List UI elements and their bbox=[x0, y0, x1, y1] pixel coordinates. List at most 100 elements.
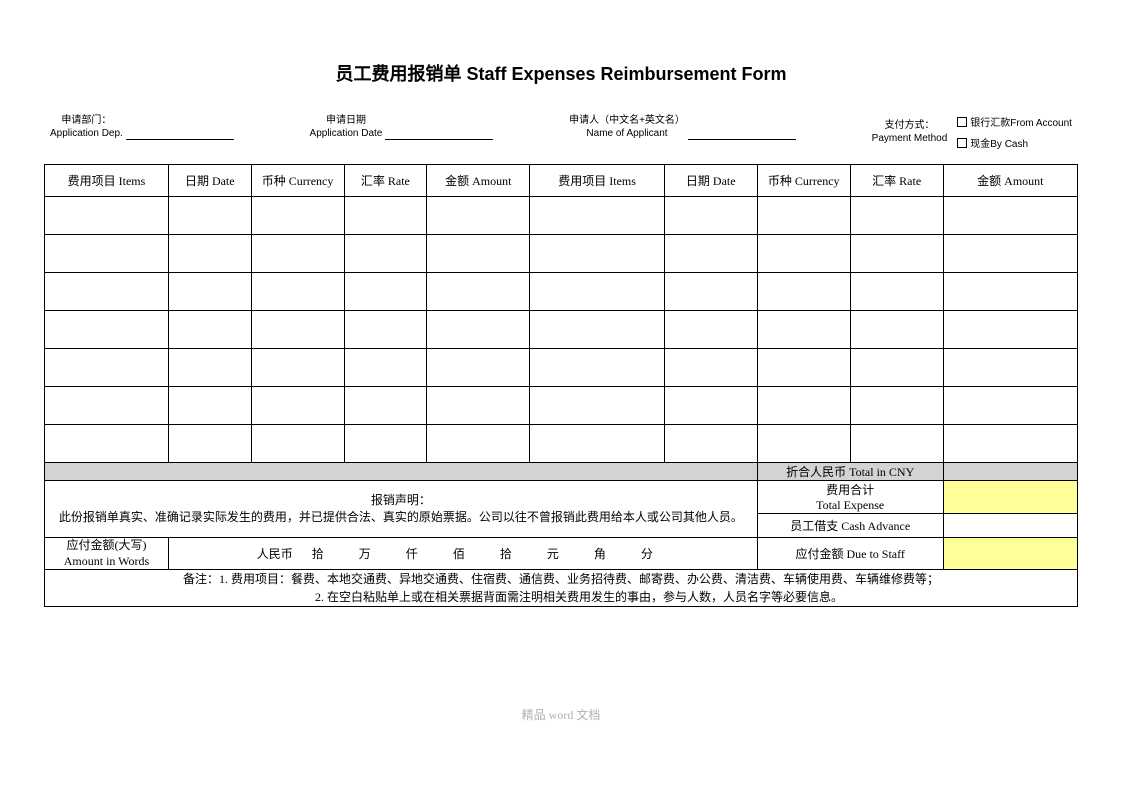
field-date: 申请日期 Application Date bbox=[310, 114, 383, 140]
dept-input[interactable] bbox=[126, 126, 234, 140]
amount-words-value[interactable]: 人民币 拾 万 仟 佰 拾 元 角 分 bbox=[168, 538, 757, 570]
table-cell[interactable] bbox=[943, 273, 1077, 311]
table-cell[interactable] bbox=[251, 235, 344, 273]
table-cell[interactable] bbox=[427, 311, 530, 349]
table-cell[interactable] bbox=[664, 349, 757, 387]
declaration-cell: 报销声明： 此份报销单真实、准确记录实际发生的费用，并已提供合法、真实的原始票据… bbox=[45, 481, 758, 538]
due-to-staff-value[interactable] bbox=[943, 538, 1077, 570]
table-cell[interactable] bbox=[168, 197, 251, 235]
table-cell[interactable] bbox=[45, 197, 169, 235]
col-date: 日期 Date bbox=[168, 165, 251, 197]
cash-advance-value[interactable] bbox=[943, 514, 1077, 538]
col-currency2: 币种 Currency bbox=[757, 165, 850, 197]
col-amount: 金额 Amount bbox=[427, 165, 530, 197]
table-row bbox=[45, 311, 1078, 349]
table-cell[interactable] bbox=[427, 273, 530, 311]
table-cell[interactable] bbox=[757, 311, 850, 349]
table-row bbox=[45, 425, 1078, 463]
payment-opt2-label: 现金By Cash bbox=[970, 135, 1028, 150]
table-cell[interactable] bbox=[344, 349, 427, 387]
table-cell[interactable] bbox=[344, 311, 427, 349]
table-cell[interactable] bbox=[757, 235, 850, 273]
table-cell[interactable] bbox=[530, 235, 664, 273]
table-cell[interactable] bbox=[427, 387, 530, 425]
amount-words-row: 应付金额(大写)Amount in Words 人民币 拾 万 仟 佰 拾 元 … bbox=[45, 538, 1078, 570]
checkbox-icon bbox=[957, 138, 967, 148]
table-cell[interactable] bbox=[45, 311, 169, 349]
table-cell[interactable] bbox=[45, 349, 169, 387]
table-cell[interactable] bbox=[530, 387, 664, 425]
table-row bbox=[45, 387, 1078, 425]
table-cell[interactable] bbox=[45, 235, 169, 273]
table-cell[interactable] bbox=[850, 349, 943, 387]
table-cell[interactable] bbox=[664, 273, 757, 311]
table-cell[interactable] bbox=[757, 349, 850, 387]
table-cell[interactable] bbox=[427, 197, 530, 235]
col-rate: 汇率 Rate bbox=[344, 165, 427, 197]
table-cell[interactable] bbox=[664, 425, 757, 463]
col-amount2: 金额 Amount bbox=[943, 165, 1077, 197]
col-items: 费用项目 Items bbox=[45, 165, 169, 197]
table-cell[interactable] bbox=[850, 387, 943, 425]
table-cell[interactable] bbox=[427, 425, 530, 463]
table-cell[interactable] bbox=[251, 387, 344, 425]
table-cell[interactable] bbox=[757, 425, 850, 463]
table-cell[interactable] bbox=[45, 273, 169, 311]
table-cell[interactable] bbox=[251, 349, 344, 387]
table-cell[interactable] bbox=[943, 235, 1077, 273]
payment-option-cash[interactable]: 现金By Cash bbox=[957, 135, 1072, 150]
table-cell[interactable] bbox=[251, 197, 344, 235]
table-cell[interactable] bbox=[344, 235, 427, 273]
table-cell[interactable] bbox=[168, 387, 251, 425]
payment-option-account[interactable]: 银行汇款From Account bbox=[957, 114, 1072, 129]
table-cell[interactable] bbox=[427, 349, 530, 387]
table-cell[interactable] bbox=[757, 197, 850, 235]
table-cell[interactable] bbox=[757, 273, 850, 311]
col-rate2: 汇率 Rate bbox=[850, 165, 943, 197]
table-cell[interactable] bbox=[251, 311, 344, 349]
table-cell[interactable] bbox=[850, 273, 943, 311]
table-cell[interactable] bbox=[664, 387, 757, 425]
table-cell[interactable] bbox=[251, 425, 344, 463]
table-cell[interactable] bbox=[530, 349, 664, 387]
table-cell[interactable] bbox=[850, 197, 943, 235]
table-cell[interactable] bbox=[943, 425, 1077, 463]
applicant-input[interactable] bbox=[688, 126, 796, 140]
table-cell[interactable] bbox=[530, 273, 664, 311]
table-cell[interactable] bbox=[344, 273, 427, 311]
table-cell[interactable] bbox=[943, 311, 1077, 349]
table-cell[interactable] bbox=[530, 425, 664, 463]
field-dept: 申请部门： Application Dep. bbox=[50, 114, 123, 140]
table-cell[interactable] bbox=[530, 197, 664, 235]
table-cell[interactable] bbox=[664, 197, 757, 235]
table-cell[interactable] bbox=[168, 349, 251, 387]
table-cell[interactable] bbox=[168, 311, 251, 349]
table-cell[interactable] bbox=[45, 387, 169, 425]
table-cell[interactable] bbox=[168, 235, 251, 273]
table-cell[interactable] bbox=[45, 425, 169, 463]
table-cell[interactable] bbox=[664, 235, 757, 273]
table-cell[interactable] bbox=[168, 425, 251, 463]
table-cell[interactable] bbox=[251, 273, 344, 311]
table-cell[interactable] bbox=[344, 387, 427, 425]
table-cell[interactable] bbox=[943, 387, 1077, 425]
table-cell[interactable] bbox=[427, 235, 530, 273]
due-to-staff-label: 应付金额 Due to Staff bbox=[757, 538, 943, 570]
total-cny-label: 折合人民币 Total in CNY bbox=[757, 463, 943, 481]
table-cell[interactable] bbox=[344, 197, 427, 235]
table-cell[interactable] bbox=[664, 311, 757, 349]
table-cell[interactable] bbox=[850, 235, 943, 273]
table-cell[interactable] bbox=[757, 387, 850, 425]
table-cell[interactable] bbox=[168, 273, 251, 311]
total-cny-value[interactable] bbox=[943, 463, 1077, 481]
checkbox-icon bbox=[957, 117, 967, 127]
date-input[interactable] bbox=[385, 126, 493, 140]
table-cell[interactable] bbox=[943, 197, 1077, 235]
table-cell[interactable] bbox=[850, 311, 943, 349]
table-cell[interactable] bbox=[530, 311, 664, 349]
table-cell[interactable] bbox=[344, 425, 427, 463]
table-cell[interactable] bbox=[943, 349, 1077, 387]
footer-text: 精品 word 文档 bbox=[0, 706, 1122, 723]
total-expense-value[interactable] bbox=[943, 481, 1077, 514]
table-cell[interactable] bbox=[850, 425, 943, 463]
